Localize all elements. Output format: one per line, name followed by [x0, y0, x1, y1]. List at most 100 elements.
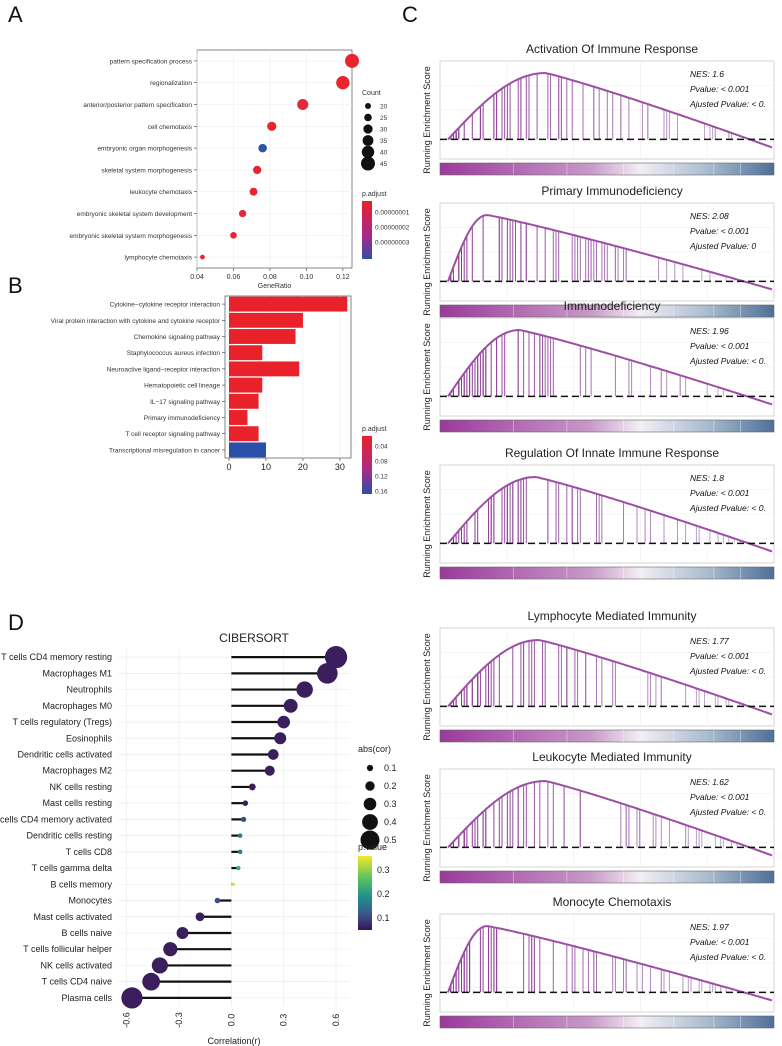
gsea-plot: Primary Immunodeficiency Running Enrichme…	[422, 184, 775, 318]
size-legend-title: Count	[362, 90, 381, 97]
nes-text: NES: 1.8	[690, 473, 724, 483]
size-legend-label: 30	[380, 127, 388, 134]
y-category-label: Plasma cells	[61, 993, 112, 1003]
color-legend-label: 0.16	[375, 489, 388, 496]
x-tick-label: 0.0	[226, 1014, 236, 1027]
y-category-label: T cells gamma delta	[32, 863, 112, 873]
rank-color-band	[439, 870, 775, 884]
size-legend-dot	[363, 797, 377, 811]
y-category-label: T cells CD4 memory activated	[0, 814, 112, 824]
x-tick-label: 0.06	[227, 274, 241, 281]
x-axis-title: GeneRatio	[258, 283, 292, 290]
y-category-label: Neutrophils	[66, 685, 112, 695]
lollipop-head	[267, 749, 279, 760]
x-tick-label: 0.3	[279, 1014, 289, 1027]
y-category-label: Macrophages M0	[42, 701, 112, 711]
gsea-plot-title: Leukocyte Mediated Immunity	[532, 750, 691, 764]
panel-d-lollipop: CIBERSORT -0.6 -0.3 0.0 0.3 0.6 T cells CD4 me…	[0, 631, 397, 1046]
bar	[229, 312, 303, 328]
y-category-label: anterior/posterior pattern specification	[83, 102, 192, 109]
bar	[229, 410, 248, 425]
x-tick-label: -0.3	[174, 1012, 184, 1028]
rank-color-band	[439, 304, 775, 318]
color-legend-label: 0.00000001	[375, 210, 410, 217]
lollipop-head	[317, 663, 338, 684]
y-axis-title: Running Enrichment Score	[422, 774, 432, 882]
x-tick-label: 0.08	[263, 274, 277, 281]
bar	[229, 296, 348, 312]
x-axis-title: Correlation(r)	[207, 1036, 260, 1046]
size-legend-label: 0.5	[384, 835, 397, 845]
y-category-label: Transcriptional misregulation in cancer	[109, 447, 221, 454]
size-legend-label: 0.4	[384, 817, 397, 827]
panel-letter-c: C	[402, 2, 418, 27]
rank-color-band	[439, 419, 775, 433]
y-category-label: T cells CD8	[66, 847, 112, 857]
x-tick-label: 30	[335, 462, 345, 472]
adj-pvalue-text: Ajusted Pvalue: < 0.	[689, 99, 766, 109]
rank-color-band	[439, 566, 775, 580]
lollipop-head	[264, 765, 275, 776]
panel-b-barplot: 0 10 20 30 Cytokine−cytokine receptor intera…	[51, 295, 388, 496]
size-legend-label: 35	[380, 138, 388, 145]
x-tick-label: 0.12	[336, 274, 350, 281]
lollipop-head	[121, 987, 143, 1009]
y-category-label: Hematopoietic cell lineage	[144, 383, 220, 390]
rank-color-band	[439, 1015, 775, 1029]
y-axis-title: Running Enrichment Score	[422, 208, 432, 316]
adj-pvalue-text: Ajusted Pvalue: < 0.	[689, 503, 766, 513]
color-legend-label: 0.2	[377, 889, 390, 899]
color-legend-bar	[362, 201, 372, 259]
adj-pvalue-text: Ajusted Pvalue: < 0.	[689, 807, 766, 817]
size-legend-dot	[362, 135, 374, 146]
pvalue-text: Pvalue: < 0.001	[690, 84, 750, 94]
lollipop-head	[142, 972, 161, 991]
gsea-plot-title: Regulation Of Innate Immune Response	[505, 446, 719, 460]
plot-frame	[196, 49, 353, 269]
y-category-label: IL−17 signaling pathway	[150, 399, 221, 406]
y-category-label: T cells CD4 memory resting	[1, 652, 112, 662]
size-legend-dot	[365, 103, 371, 109]
y-category-label: leukocyte chemotaxis	[130, 189, 193, 196]
bar	[229, 393, 259, 409]
y-axis-title: Running Enrichment Score	[422, 633, 432, 741]
color-legend-title: p.adjust	[362, 426, 387, 433]
y-category-label: NK cells resting	[49, 782, 112, 792]
running-es-curve	[447, 328, 773, 406]
gsea-plot-title: Primary Immunodeficiency	[541, 184, 682, 198]
size-legend-label: 0.3	[384, 799, 397, 809]
data-point	[230, 231, 237, 239]
lollipop-head	[214, 897, 221, 904]
gsea-plot-title: Immunodeficiency	[564, 299, 661, 313]
lollipop-head	[176, 926, 189, 939]
y-category-label: NK cells activated	[40, 960, 112, 970]
color-legend-label: 0.1	[377, 913, 390, 923]
size-legend-dot	[360, 830, 380, 850]
color-legend-label: 0.00000002	[375, 225, 410, 232]
y-category-label: Macrophages M1	[42, 668, 112, 678]
running-es-curve	[447, 779, 773, 857]
data-point	[200, 254, 205, 260]
y-axis-title: Running Enrichment Score	[422, 66, 432, 174]
lollipop-head	[274, 732, 287, 745]
y-axis-title: Running Enrichment Score	[422, 323, 432, 431]
size-legend-label: 0.2	[384, 781, 397, 791]
y-category-label: Macrophages M2	[42, 766, 112, 776]
running-es-curve	[447, 71, 773, 149]
color-legend-label: 0.12	[375, 474, 388, 481]
lollipop-head	[151, 957, 168, 974]
running-es-curve	[447, 925, 773, 1002]
size-legend-label: 45	[380, 161, 388, 168]
y-category-label: skeletal system morphogenesis	[101, 167, 192, 174]
x-tick-label: -0.6	[122, 1012, 132, 1028]
lollipop-head	[240, 816, 247, 823]
pvalue-text: Pvalue: < 0.001	[690, 792, 750, 802]
y-category-label: lymphocyte chemotaxis	[124, 255, 192, 262]
data-point	[258, 143, 267, 153]
pvalue-text: Pvalue: < 0.001	[690, 226, 750, 236]
running-es-curve	[447, 475, 773, 553]
y-category-label: Neuroactive ligand−receptor interaction	[107, 366, 221, 373]
nes-text: NES: 1.97	[690, 922, 729, 932]
data-point	[249, 187, 258, 196]
